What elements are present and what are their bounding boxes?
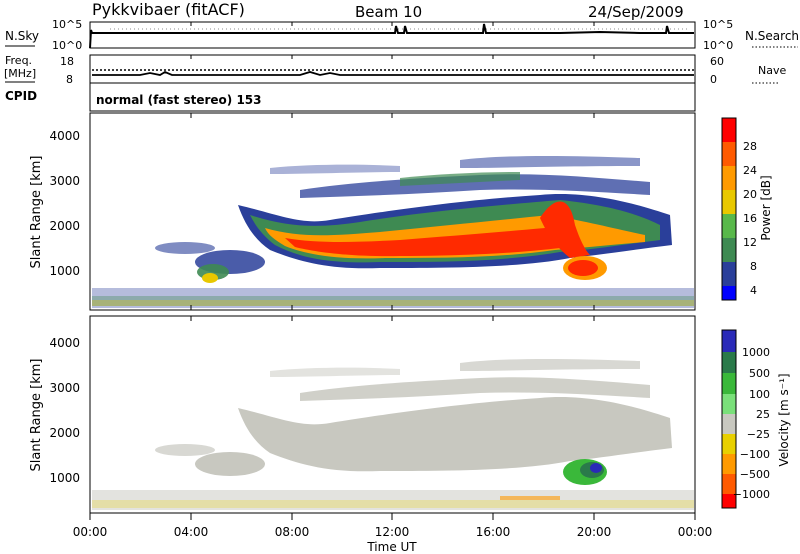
nsky-panel: N.Sky 10^5 10^0 10^5 10^0 N.Search [5, 18, 799, 52]
freq-trace [92, 70, 694, 76]
velocity-cbar-tick: 1000 [742, 346, 770, 359]
x-tick: 00:00 [678, 525, 713, 539]
nsky-tick-top: 10^5 [52, 18, 82, 31]
power-yticks: 1000 2000 3000 4000 [49, 129, 80, 278]
nave-tick-bottom: 0 [710, 73, 717, 86]
velocity-colorbar [721, 329, 737, 509]
panel-ticks [190, 22, 595, 321]
velocity-cbar-label: Velocity [m s⁻¹] [777, 373, 791, 466]
velocity-cbar-tick: −1000 [733, 488, 770, 501]
power-cbar-tick: 24 [743, 164, 757, 177]
power-ytick: 4000 [49, 129, 80, 143]
nave-label: Nave [758, 64, 786, 77]
power-ytick: 3000 [49, 174, 80, 188]
cpid-text: normal (fast stereo) 153 [96, 93, 262, 107]
power-cbar-label: Power [dB] [759, 175, 773, 240]
velocity-cbar-tick: −25 [747, 428, 770, 441]
x-tick: 16:00 [476, 525, 511, 539]
cpid-panel: CPID normal (fast stereo) 153 [5, 82, 696, 112]
nsky-tick-bottom: 10^0 [52, 39, 82, 52]
velocity-cbar-tick: 25 [756, 408, 770, 421]
power-ylabel: Slant Range [km] [29, 156, 44, 269]
power-cbar-tick: 16 [743, 212, 757, 225]
freq-label-1: Freq. [5, 54, 32, 67]
station-title: Pykkvibaer (fitACF) [92, 0, 245, 19]
freq-tick-top: 18 [60, 55, 74, 68]
x-tick: 04:00 [174, 525, 209, 539]
beam-title: Beam 10 [355, 3, 422, 21]
x-axis-label: Time UT [366, 540, 417, 554]
velocity-yticks: 1000 2000 3000 4000 [49, 336, 80, 485]
nsearch-tick-bottom: 10^0 [703, 39, 733, 52]
velocity-cbar-tick: 100 [749, 388, 770, 401]
freq-tick-bottom: 8 [66, 73, 73, 86]
freq-label-2: [MHz] [4, 67, 36, 80]
velocity-ytick: 3000 [49, 381, 80, 395]
nsearch-label: N.Search [745, 29, 799, 43]
velocity-cbar-ticks: 1000 500 100 25 −25 −100 −500 −1000 [733, 346, 770, 501]
velocity-cbar-tick: −100 [740, 448, 770, 461]
power-cbar-ticks: 28 24 20 16 12 8 4 [743, 140, 757, 297]
power-cbar-tick: 20 [743, 188, 757, 201]
nave-tick-top: 60 [710, 55, 724, 68]
power-cbar-tick: 12 [743, 236, 757, 249]
power-colorbar [721, 117, 737, 301]
nsky-trace [89, 23, 694, 49]
date-title: 24/Sep/2009 [588, 3, 684, 21]
freq-panel: Freq. [MHz] 18 8 60 0 Nave [4, 54, 786, 86]
nsearch-tick-top: 10^5 [703, 18, 733, 31]
x-tick: 12:00 [375, 525, 410, 539]
velocity-ytick: 1000 [49, 471, 80, 485]
power-cbar-tick: 28 [743, 140, 757, 153]
x-axis: 00:00 04:00 08:00 12:00 16:00 20:00 00:0… [73, 513, 713, 554]
velocity-cbar-tick: −500 [740, 468, 770, 481]
power-cbar-tick: 4 [750, 284, 757, 297]
power-panel: Slant Range [km] 1000 2000 3000 4000 28 … [29, 112, 773, 311]
cpid-label: CPID [5, 89, 37, 103]
x-tick: 20:00 [577, 525, 612, 539]
power-cbar-tick: 8 [750, 260, 757, 273]
nsky-label: N.Sky [5, 29, 39, 43]
power-ytick: 2000 [49, 219, 80, 233]
velocity-ytick: 2000 [49, 426, 80, 440]
velocity-panel: Slant Range [km] 1000 2000 3000 4000 100… [29, 315, 791, 514]
power-ytick: 1000 [49, 264, 80, 278]
x-tick: 00:00 [73, 525, 108, 539]
velocity-echoes [92, 358, 694, 510]
x-tick: 08:00 [275, 525, 310, 539]
velocity-ytick: 4000 [49, 336, 80, 350]
power-echoes [92, 155, 694, 308]
velocity-ylabel: Slant Range [km] [29, 359, 44, 472]
velocity-cbar-tick: 500 [749, 367, 770, 380]
